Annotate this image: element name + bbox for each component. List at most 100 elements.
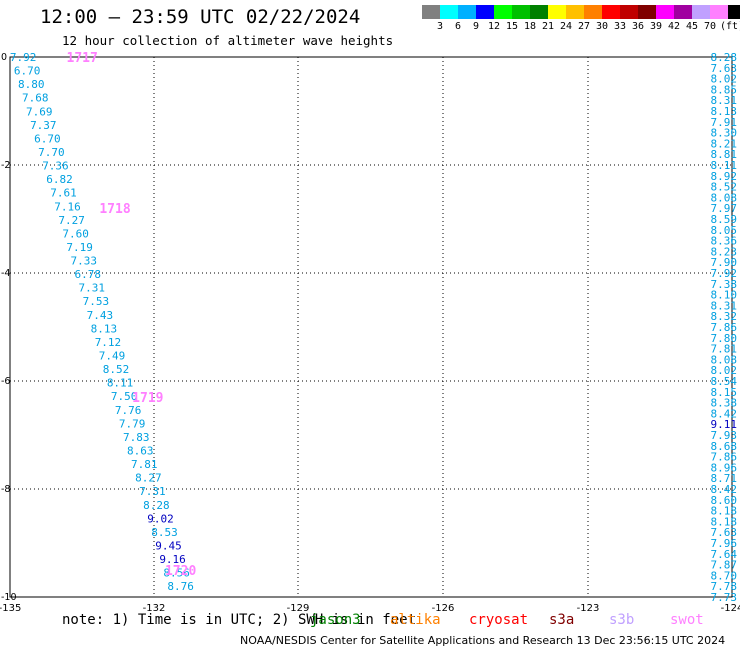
color-swatch xyxy=(476,5,494,19)
wave-height-label: 8.05 xyxy=(711,224,738,237)
wave-height-label: 7.76 xyxy=(115,404,142,417)
y-tick-label: -6 xyxy=(1,376,10,387)
wave-height-label: 7.38 xyxy=(711,278,738,291)
wave-height-label: 9.45 xyxy=(155,539,182,552)
wave-height-label: 8.70 xyxy=(711,569,738,582)
wave-height-label: 7.81 xyxy=(131,458,158,471)
wave-height-label: 8.68 xyxy=(711,440,738,453)
time-label: 1718 xyxy=(99,202,130,217)
wave-height-label: 8.81 xyxy=(711,148,738,161)
time-label: 1717 xyxy=(67,51,98,66)
x-tick-label: -126 xyxy=(432,603,455,614)
wave-height-label: 7.16 xyxy=(54,200,81,213)
wave-height-label: 9.02 xyxy=(147,512,174,525)
wave-height-label: 8.13 xyxy=(91,322,118,335)
wave-height-label: 7.92 xyxy=(10,51,37,64)
wave-height-label: 7.93 xyxy=(711,429,738,442)
wave-height-label: 7.80 xyxy=(711,332,738,345)
wave-height-label: 8.76 xyxy=(167,580,194,593)
wave-height-label: 7.50 xyxy=(111,390,138,403)
color-swatch xyxy=(494,5,512,19)
color-swatch xyxy=(530,5,548,19)
mission-legend-item: cryosat xyxy=(469,612,529,628)
mission-legend: jason3 altika cryosat s3a s3b swot xyxy=(0,612,740,632)
wave-height-label: 8.10 xyxy=(711,289,738,302)
wave-height-label: 7.81 xyxy=(711,343,738,356)
wave-height-label: 8.56 xyxy=(163,567,190,580)
wave-height-label: 7.43 xyxy=(87,309,114,322)
wave-height-label: 7.33 xyxy=(70,255,97,268)
wave-height-label: 8.11 xyxy=(107,377,134,390)
color-scale-label: 45 xyxy=(685,21,699,32)
wave-height-label: 8.11 xyxy=(711,159,738,172)
wave-height-label: 8.32 xyxy=(711,310,738,323)
color-swatch xyxy=(602,5,620,19)
wave-height-label: 7.91 xyxy=(711,116,738,129)
wave-height-label: 7.92 xyxy=(711,267,738,280)
wave-height-label: 8.92 xyxy=(711,170,738,183)
color-scale-label: 21 xyxy=(541,21,555,32)
wave-height-label: 7.96 xyxy=(711,537,738,550)
wave-height-label: 8.85 xyxy=(711,83,738,96)
y-tick-label: 0 xyxy=(1,52,7,63)
wave-height-label: 7.78 xyxy=(711,580,738,593)
color-scale-swatches xyxy=(422,5,740,19)
wave-height-label: 8.52 xyxy=(711,181,738,194)
wave-height-label: 9.11 xyxy=(711,418,738,431)
y-tick-label: -4 xyxy=(1,268,10,279)
wave-height-label: 8.18 xyxy=(711,515,738,528)
color-scale-label: 12 xyxy=(487,21,501,32)
wave-height-label: 8.28 xyxy=(711,51,738,64)
color-swatch xyxy=(638,5,656,19)
color-scale-label: 30 xyxy=(595,21,609,32)
wave-height-label: 8.80 xyxy=(18,78,45,91)
wave-height-label: 6.82 xyxy=(46,173,73,186)
wave-height-label: 7.63 xyxy=(711,62,738,75)
wave-height-label: 8.30 xyxy=(711,127,738,140)
color-swatch xyxy=(548,5,566,19)
mission-legend-item: s3b xyxy=(609,612,635,628)
color-swatch xyxy=(458,5,476,19)
color-scale-label: 9 xyxy=(472,21,480,32)
wave-height-label: 8.54 xyxy=(711,375,738,388)
wave-height-label: 8.18 xyxy=(711,505,738,518)
wave-height-label: 8.31 xyxy=(711,94,738,107)
wave-height-label: 8.96 xyxy=(711,461,738,474)
wave-height-label: 7.68 xyxy=(22,92,49,105)
wave-height-label: 7.27 xyxy=(58,214,85,227)
color-scale-label: 27 xyxy=(577,21,591,32)
wave-height-label: 7.69 xyxy=(26,105,53,118)
wave-height-label: 7.87 xyxy=(711,559,738,572)
color-swatch xyxy=(422,5,440,19)
units-note: note: 1) Time is in UTC; 2) SWH is in fe… xyxy=(62,612,417,628)
wave-height-label: 8.42 xyxy=(711,483,738,496)
time-label: 1719 xyxy=(132,391,163,406)
color-swatch xyxy=(584,5,602,19)
wave-height-label: 8.36 xyxy=(711,235,738,248)
wave-height-label: 8.59 xyxy=(711,213,738,226)
mission-legend-item: s3a xyxy=(549,612,575,628)
wave-height-label: 7.61 xyxy=(50,187,77,200)
color-scale-label: 24 xyxy=(559,21,573,32)
color-swatch xyxy=(710,5,728,19)
wave-height-label: 7.37 xyxy=(30,119,57,132)
wave-height-label: 7.70 xyxy=(38,146,65,159)
wave-height-label: 8.38 xyxy=(711,397,738,410)
wave-height-label: 7.49 xyxy=(99,350,126,363)
color-scale-label: 18 xyxy=(523,21,537,32)
y-tick-label: -2 xyxy=(1,160,10,171)
chart-subtitle: 12 hour collection of altimeter wave hei… xyxy=(62,33,394,48)
time-label: 1720 xyxy=(165,564,196,579)
wave-height-label: 7.79 xyxy=(119,417,146,430)
color-scale-label: (ft) xyxy=(719,21,740,32)
color-swatch xyxy=(656,5,674,19)
mission-legend-item: altika xyxy=(390,612,441,628)
color-swatch xyxy=(512,5,530,19)
color-swatch xyxy=(674,5,692,19)
plot-frame xyxy=(9,56,733,598)
wave-height-label: 8.15 xyxy=(711,386,738,399)
color-swatch xyxy=(728,5,740,19)
wave-height-label: 7.63 xyxy=(711,526,738,539)
